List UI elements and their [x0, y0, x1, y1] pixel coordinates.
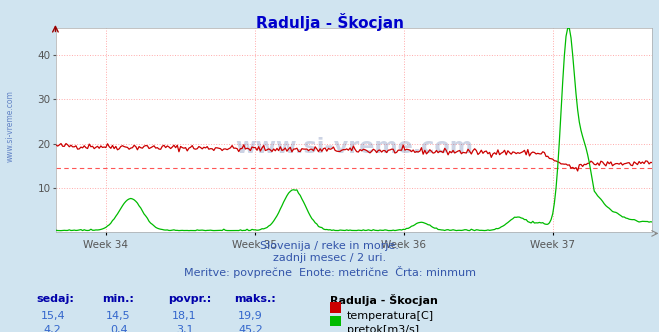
Text: 18,1: 18,1 [172, 311, 197, 321]
Text: pretok[m3/s]: pretok[m3/s] [347, 325, 418, 332]
Text: 4,2: 4,2 [44, 325, 61, 332]
Text: povpr.:: povpr.: [168, 294, 212, 304]
Text: 19,9: 19,9 [238, 311, 263, 321]
Text: sedaj:: sedaj: [36, 294, 74, 304]
Text: 14,5: 14,5 [106, 311, 131, 321]
Text: Radulja - Škocjan: Radulja - Škocjan [256, 13, 403, 31]
Text: 45,2: 45,2 [238, 325, 263, 332]
Text: www.si-vreme.com: www.si-vreme.com [235, 137, 473, 157]
Text: maks.:: maks.: [234, 294, 275, 304]
Text: min.:: min.: [102, 294, 134, 304]
Text: Radulja - Škocjan: Radulja - Škocjan [330, 294, 438, 306]
Text: 3,1: 3,1 [176, 325, 193, 332]
Text: zadnji mesec / 2 uri.: zadnji mesec / 2 uri. [273, 253, 386, 263]
Text: www.si-vreme.com: www.si-vreme.com [5, 90, 14, 162]
Text: Slovenija / reke in morje.: Slovenija / reke in morje. [260, 241, 399, 251]
Text: 15,4: 15,4 [40, 311, 65, 321]
Text: 0,4: 0,4 [110, 325, 127, 332]
Text: Meritve: povprečne  Enote: metrične  Črta: minmum: Meritve: povprečne Enote: metrične Črta:… [183, 266, 476, 278]
Text: temperatura[C]: temperatura[C] [347, 311, 434, 321]
